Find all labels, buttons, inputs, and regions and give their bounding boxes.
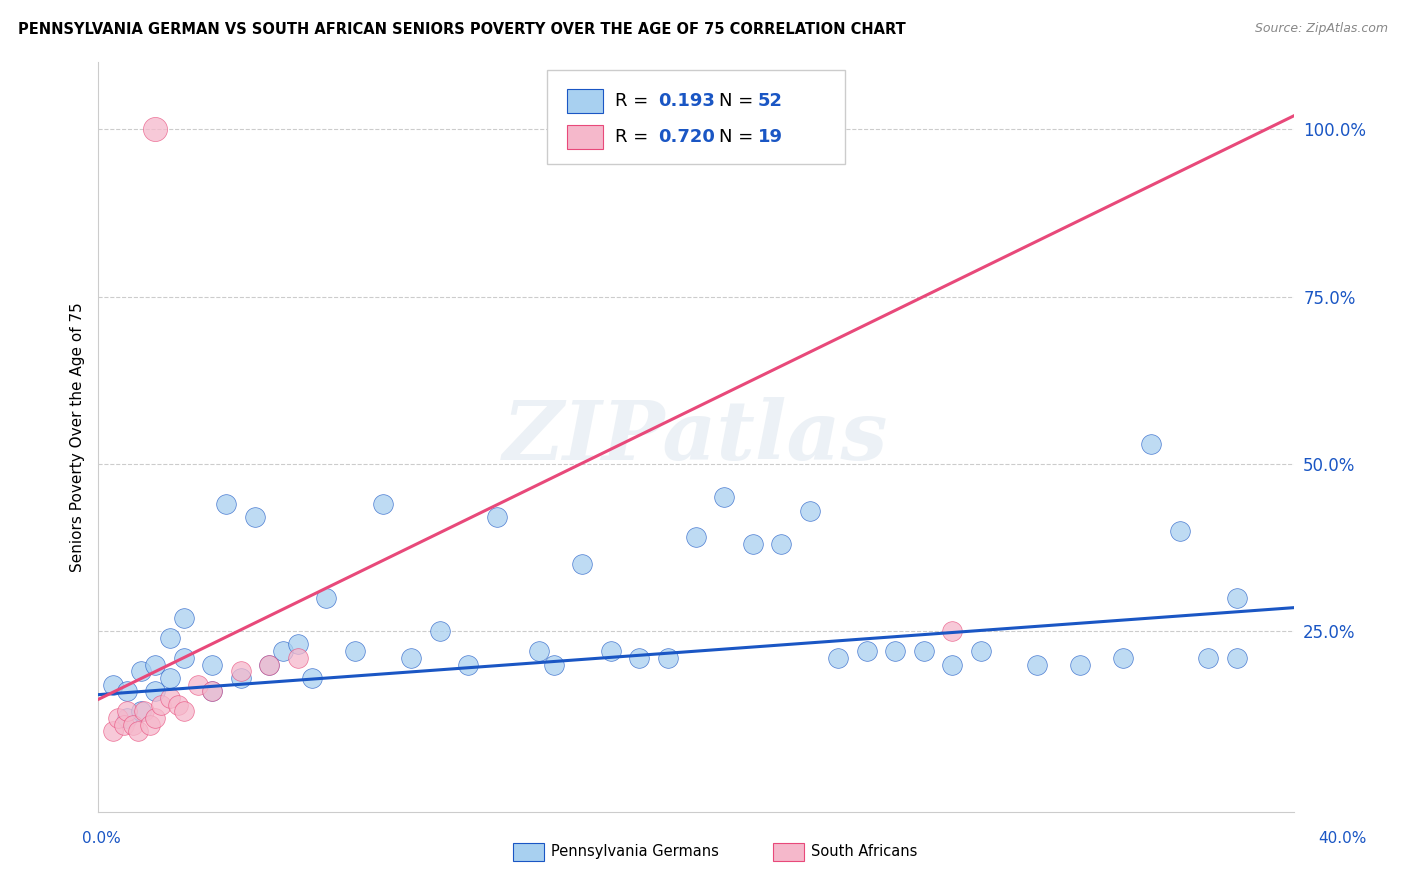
- Point: [1026, 657, 1049, 672]
- Text: 52: 52: [758, 92, 783, 110]
- Point: [343, 644, 366, 658]
- Point: [571, 557, 593, 572]
- Point: [257, 657, 280, 672]
- FancyBboxPatch shape: [547, 70, 845, 163]
- Text: 40.0%: 40.0%: [1319, 831, 1367, 846]
- Point: [1112, 651, 1135, 665]
- Point: [713, 491, 735, 505]
- Point: [101, 678, 124, 692]
- Point: [115, 705, 138, 719]
- Text: N =: N =: [718, 128, 759, 145]
- Point: [770, 537, 793, 551]
- Point: [173, 611, 195, 625]
- Point: [969, 644, 991, 658]
- Point: [143, 711, 166, 725]
- Point: [150, 698, 173, 712]
- Point: [121, 717, 143, 731]
- Point: [941, 657, 963, 672]
- Point: [257, 657, 280, 672]
- Point: [457, 657, 479, 672]
- Point: [201, 684, 224, 698]
- Text: 0.720: 0.720: [658, 128, 714, 145]
- Text: Source: ZipAtlas.com: Source: ZipAtlas.com: [1254, 22, 1388, 36]
- Point: [1168, 524, 1191, 538]
- Point: [101, 724, 124, 739]
- Point: [685, 530, 707, 544]
- Point: [799, 503, 821, 517]
- Y-axis label: Seniors Poverty Over the Age of 75: Seniors Poverty Over the Age of 75: [69, 302, 84, 572]
- Point: [229, 664, 252, 679]
- Point: [143, 122, 166, 136]
- Point: [543, 657, 565, 672]
- Point: [229, 671, 252, 685]
- Point: [1069, 657, 1091, 672]
- Point: [107, 711, 129, 725]
- Point: [1226, 651, 1249, 665]
- Point: [143, 684, 166, 698]
- Point: [941, 624, 963, 639]
- Point: [132, 705, 155, 719]
- FancyBboxPatch shape: [567, 125, 603, 149]
- Point: [115, 711, 138, 725]
- Point: [159, 631, 181, 645]
- Point: [301, 671, 323, 685]
- Point: [1197, 651, 1219, 665]
- Point: [287, 651, 309, 665]
- Point: [401, 651, 423, 665]
- Text: Pennsylvania Germans: Pennsylvania Germans: [551, 845, 718, 859]
- Point: [173, 705, 195, 719]
- Point: [884, 644, 907, 658]
- Point: [138, 717, 160, 731]
- Point: [599, 644, 621, 658]
- Text: N =: N =: [718, 92, 759, 110]
- Point: [1140, 437, 1163, 451]
- FancyBboxPatch shape: [567, 88, 603, 112]
- Point: [529, 644, 551, 658]
- Point: [371, 497, 394, 511]
- Point: [827, 651, 849, 665]
- Text: PENNSYLVANIA GERMAN VS SOUTH AFRICAN SENIORS POVERTY OVER THE AGE OF 75 CORRELAT: PENNSYLVANIA GERMAN VS SOUTH AFRICAN SEN…: [18, 22, 905, 37]
- Point: [912, 644, 935, 658]
- Point: [173, 651, 195, 665]
- Point: [159, 671, 181, 685]
- Text: 19: 19: [758, 128, 783, 145]
- Point: [201, 657, 224, 672]
- Point: [115, 684, 138, 698]
- Text: 0.193: 0.193: [658, 92, 714, 110]
- Point: [657, 651, 679, 665]
- Point: [287, 637, 309, 651]
- Point: [855, 644, 877, 658]
- Point: [127, 724, 149, 739]
- Point: [129, 664, 152, 679]
- Point: [187, 678, 209, 692]
- Point: [628, 651, 651, 665]
- Point: [143, 657, 166, 672]
- Point: [741, 537, 763, 551]
- Text: R =: R =: [614, 128, 654, 145]
- Point: [429, 624, 451, 639]
- Text: R =: R =: [614, 92, 654, 110]
- Point: [129, 705, 152, 719]
- Point: [273, 644, 295, 658]
- Point: [485, 510, 508, 524]
- Point: [159, 691, 181, 706]
- Point: [315, 591, 337, 605]
- Point: [112, 717, 135, 731]
- Point: [1226, 591, 1249, 605]
- Point: [201, 684, 224, 698]
- Text: South Africans: South Africans: [811, 845, 918, 859]
- Point: [167, 698, 190, 712]
- Point: [243, 510, 266, 524]
- Point: [215, 497, 238, 511]
- Text: ZIPatlas: ZIPatlas: [503, 397, 889, 477]
- Text: 0.0%: 0.0%: [82, 831, 121, 846]
